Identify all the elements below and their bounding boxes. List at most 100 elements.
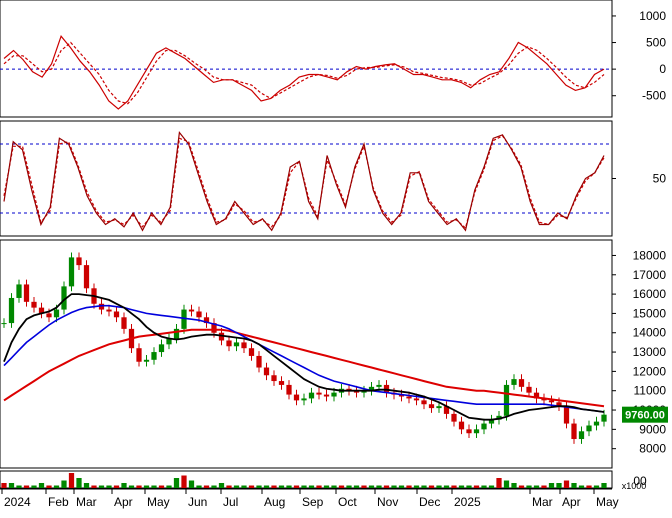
x-tick-label: Mar bbox=[76, 495, 97, 509]
volume-bar bbox=[286, 485, 292, 488]
volume-bar bbox=[368, 485, 375, 488]
volume-bar bbox=[16, 485, 22, 488]
volume-bar bbox=[316, 485, 322, 488]
volume-bar bbox=[481, 485, 487, 488]
volume-bar bbox=[586, 485, 592, 488]
volume-bar bbox=[46, 485, 52, 488]
volume-bar bbox=[181, 475, 187, 488]
x-tick-label: Apr bbox=[114, 495, 133, 509]
volume-bar bbox=[436, 485, 442, 488]
candle-body bbox=[211, 323, 217, 333]
volume-bar bbox=[533, 485, 540, 488]
volume-bar bbox=[361, 485, 367, 488]
candle-body bbox=[106, 309, 112, 312]
volume-bar bbox=[158, 485, 165, 488]
macd-signal-line bbox=[3, 41, 605, 105]
candle-body bbox=[511, 379, 517, 385]
volume-bar bbox=[443, 485, 450, 488]
candle-body bbox=[578, 431, 585, 440]
candle-body bbox=[518, 379, 525, 387]
candle-body bbox=[481, 423, 487, 430]
volume-bar bbox=[323, 485, 330, 488]
volume-bar bbox=[308, 485, 315, 488]
x-tick-label: Jul bbox=[223, 495, 238, 509]
candle-body bbox=[413, 398, 420, 401]
volume-bar bbox=[233, 485, 240, 488]
volume-bar bbox=[173, 478, 180, 488]
price-tick-label: 18000 bbox=[633, 248, 667, 262]
candle-body bbox=[601, 414, 607, 422]
stochastic-tick-label: 50 bbox=[653, 172, 667, 186]
candle-body bbox=[203, 317, 210, 324]
volume-bar bbox=[31, 485, 37, 488]
x-tick-label: 2025 bbox=[454, 495, 481, 509]
price-tick-label: 17000 bbox=[633, 268, 667, 282]
candle-body bbox=[451, 413, 457, 422]
candle-body bbox=[466, 429, 472, 434]
volume-bar bbox=[256, 485, 262, 488]
volume-bar bbox=[166, 485, 172, 488]
candle-body bbox=[113, 311, 120, 318]
volume-bar bbox=[496, 478, 502, 488]
macd-tick-label: 1000 bbox=[639, 9, 666, 23]
volume-bar bbox=[188, 480, 195, 488]
candle-body bbox=[503, 384, 510, 416]
volume-bar bbox=[8, 483, 15, 488]
volume-bar bbox=[196, 485, 202, 488]
candle-body bbox=[226, 340, 232, 347]
volume-bar bbox=[503, 480, 510, 488]
x-tick-label: Feb bbox=[48, 495, 69, 509]
volume-bar bbox=[61, 480, 67, 488]
candle-body bbox=[353, 390, 360, 393]
candle-body bbox=[286, 384, 292, 395]
x-tick-label: 2024 bbox=[4, 495, 31, 509]
volume-bar bbox=[428, 485, 435, 488]
x-axis: 2024 Feb Mar Apr May Jun Jul Aug Sep Oct Nov Dec 202… bbox=[0, 488, 619, 509]
x-tick-label: May bbox=[147, 495, 170, 509]
volume-bar bbox=[601, 483, 607, 488]
last-price-badge bbox=[622, 406, 668, 423]
price-tick-label: 8000 bbox=[639, 442, 666, 456]
candle-body bbox=[68, 257, 75, 287]
candle-body bbox=[331, 392, 337, 397]
volume-bar bbox=[473, 485, 480, 488]
candle-body bbox=[218, 332, 225, 341]
candle-body bbox=[53, 309, 60, 318]
candle-body bbox=[263, 367, 270, 376]
volume-bar bbox=[53, 485, 60, 488]
volume-bar bbox=[556, 483, 562, 488]
volume-bar bbox=[511, 483, 517, 488]
candle-body bbox=[241, 342, 247, 349]
volume-bar bbox=[218, 483, 225, 488]
volume-bar bbox=[83, 483, 90, 488]
volume-bar bbox=[211, 485, 217, 488]
volume-bar bbox=[293, 485, 300, 488]
volume-bar bbox=[353, 485, 360, 488]
macd-line bbox=[3, 34, 605, 110]
x-tick-label: Jun bbox=[188, 495, 207, 509]
candle-body bbox=[398, 394, 405, 397]
volume-bar bbox=[398, 485, 405, 488]
candle-body bbox=[563, 406, 570, 424]
candle-body bbox=[376, 384, 382, 387]
price-tick-label: 14000 bbox=[633, 326, 667, 340]
candle-body bbox=[361, 390, 367, 393]
candle-body bbox=[571, 423, 577, 440]
volume-bar bbox=[278, 485, 285, 488]
price-tick-label: 16000 bbox=[633, 287, 667, 301]
volume-bar bbox=[23, 485, 30, 488]
candle-body bbox=[38, 307, 45, 314]
x-tick-label: May bbox=[596, 495, 619, 509]
candle-body bbox=[136, 348, 142, 362]
candle-body bbox=[533, 392, 540, 399]
candle-body bbox=[316, 392, 322, 395]
ma-mid-line bbox=[3, 304, 605, 413]
candle-body bbox=[346, 388, 352, 391]
candle-body bbox=[188, 309, 195, 312]
volume-bar bbox=[121, 483, 127, 488]
candle-body bbox=[488, 419, 495, 424]
candle-body bbox=[23, 284, 30, 302]
